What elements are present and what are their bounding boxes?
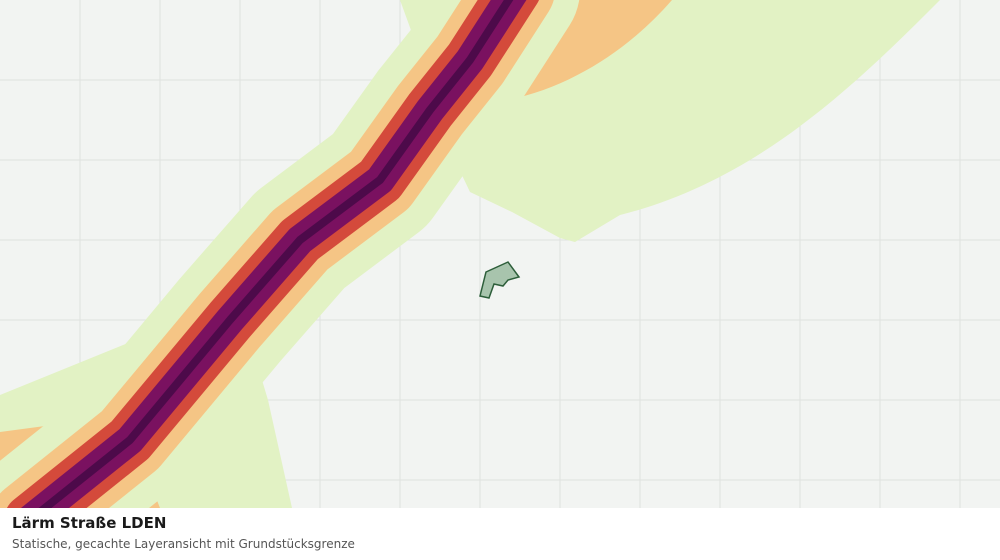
layer-subtitle: Statische, gecachte Layeransicht mit Gru… bbox=[12, 537, 355, 551]
parcel-boundary bbox=[479, 261, 521, 299]
info-panel bbox=[0, 508, 1000, 560]
map-canvas bbox=[0, 0, 1000, 508]
road-noise-corridor bbox=[0, 0, 579, 508]
layer-title: Lärm Straße LDEN bbox=[12, 514, 166, 532]
noise-band-max bbox=[38, 0, 514, 508]
